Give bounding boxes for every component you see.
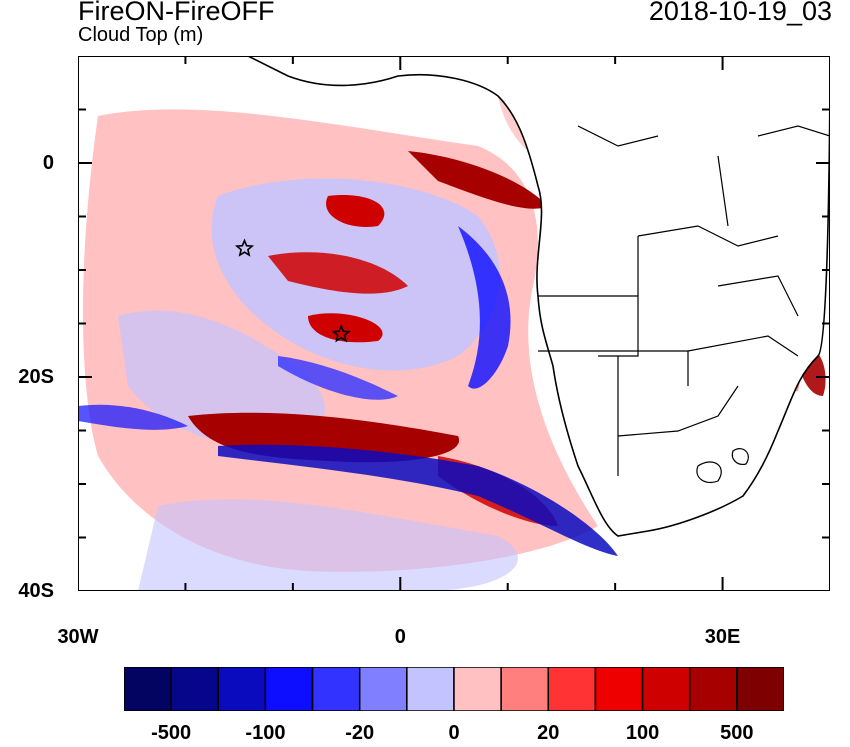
lon-label: 30E [704, 626, 741, 648]
colorbar-swatch [217, 667, 267, 711]
colorbar-label: -20 [345, 722, 375, 744]
colorbar [124, 667, 784, 711]
cloud-field-blue-band [218, 444, 618, 556]
colorbar-swatch [500, 667, 550, 711]
star-markers [234, 238, 351, 343]
cloud-field-red-north [408, 151, 548, 209]
map-title: FireON-FireOFF [78, 0, 275, 26]
star-marker [331, 324, 351, 343]
colorbar-swatch [264, 667, 314, 711]
datetime-label: 2018-10-19_03 [648, 0, 832, 26]
colorbar-swatch [547, 667, 597, 711]
colorbar-swatch [170, 667, 220, 711]
map-panel [78, 56, 830, 591]
colorbar-swatch [124, 667, 172, 711]
lon-label: 0 [394, 626, 406, 648]
colorbar-label: 500 [720, 722, 754, 744]
colorbar-swatch [736, 667, 784, 711]
colorbar-label: -100 [245, 722, 286, 744]
colorbar-swatch [406, 667, 455, 711]
colorbar-label: 100 [625, 722, 660, 744]
lat-label: 20S [18, 366, 54, 388]
colorbar-label: 20 [537, 722, 560, 744]
colorbar-swatch [594, 667, 644, 711]
colorbar-swatch [688, 667, 738, 711]
lat-label: 0 [42, 152, 54, 174]
colorbar-swatch [453, 667, 502, 711]
lon-label: 30W [57, 626, 99, 648]
colorbar-swatch [311, 667, 361, 711]
variable-subtitle: Cloud Top (m) [78, 24, 204, 46]
colorbar-swatch [358, 667, 408, 711]
axis-ticks [78, 56, 830, 591]
star-marker [234, 238, 255, 257]
colorbar-label: -500 [151, 722, 192, 744]
colorbar-swatch [641, 667, 691, 711]
colorbar-label: 0 [448, 722, 460, 744]
lat-label: 40S [18, 580, 54, 602]
